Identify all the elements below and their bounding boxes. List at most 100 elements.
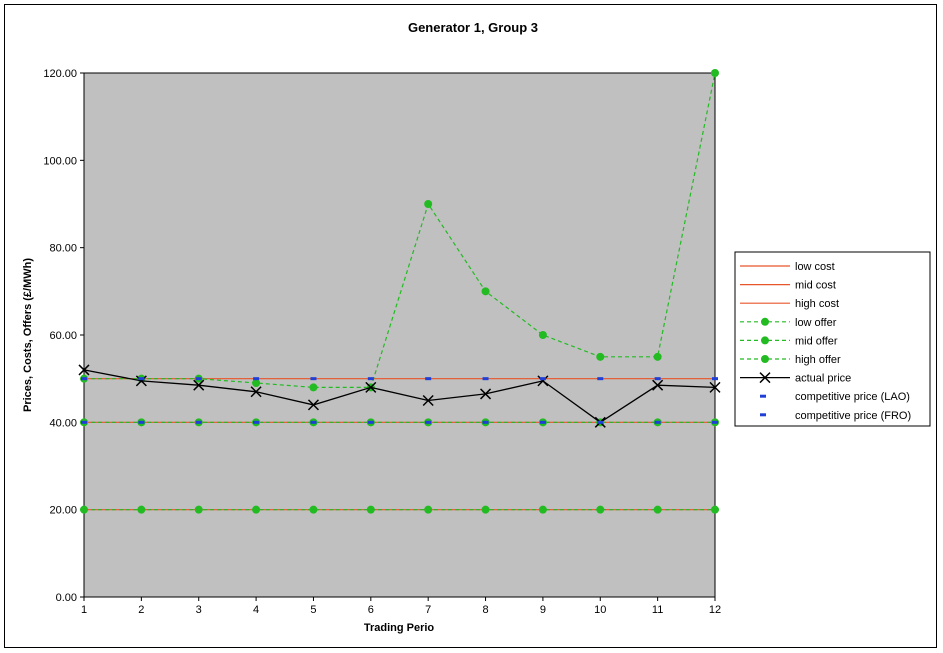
- data-point: [309, 383, 318, 392]
- y-tick-label: 0.00: [56, 592, 77, 604]
- data-point: [539, 377, 546, 381]
- legend-item: low cost: [740, 261, 835, 273]
- chart-frame: Generator 1, Group 3 0.00 20.00 40.00 60.00…: [4, 4, 937, 648]
- data-point: [712, 377, 718, 381]
- series-layer: [78, 69, 721, 514]
- legend-marker: [761, 336, 769, 345]
- data-point: [481, 287, 490, 296]
- chart-svg: Generator 1, Group 3 0.00 20.00 40.00 60.00…: [22, 20, 931, 634]
- data-point: [194, 505, 203, 514]
- data-point: [425, 420, 432, 424]
- data-point: [138, 377, 145, 381]
- y-tick-label: 60.00: [49, 330, 77, 342]
- y-tick-label: 40.00: [49, 417, 77, 429]
- data-point: [367, 420, 374, 424]
- data-point: [252, 379, 261, 388]
- data-point: [537, 375, 549, 387]
- data-point: [195, 420, 202, 424]
- data-point: [481, 505, 490, 514]
- legend-label: competitive price (FRO): [795, 410, 911, 422]
- y-tick-label: 100.00: [43, 155, 77, 167]
- data-point: [424, 200, 433, 208]
- legend-item: mid cost: [740, 280, 836, 292]
- series-5: [80, 69, 719, 392]
- data-point: [711, 505, 719, 514]
- data-point: [366, 505, 375, 514]
- series-line: [83, 369, 716, 424]
- data-point: [482, 377, 489, 381]
- x-tick-label: 11: [652, 604, 663, 616]
- x-tick-label: 5: [310, 604, 316, 616]
- chart-title: Generator 1, Group 3: [408, 20, 538, 35]
- x-tick-label: 9: [540, 604, 546, 616]
- data-point: [597, 420, 604, 424]
- data-point: [80, 505, 88, 514]
- data-point: [367, 377, 374, 381]
- data-point: [78, 364, 90, 376]
- data-point: [135, 375, 147, 387]
- legend-item: competitive price (LAO): [760, 391, 910, 403]
- data-point: [365, 381, 377, 393]
- data-point: [480, 388, 492, 400]
- data-point: [195, 377, 202, 381]
- x-tick-label: 10: [594, 604, 606, 616]
- y-tick-label: 80.00: [49, 243, 77, 255]
- series-line: [84, 72, 716, 388]
- legend-label: actual price: [795, 373, 851, 385]
- x-tick-label: 8: [482, 604, 488, 616]
- x-tick-label: 7: [425, 604, 431, 616]
- data-point: [138, 420, 145, 424]
- data-point: [310, 420, 317, 424]
- legend-label: mid cost: [795, 280, 836, 292]
- x-tick-label: 1: [81, 604, 87, 616]
- legend-label: mid offer: [795, 335, 838, 347]
- data-point: [712, 420, 718, 424]
- data-point: [81, 377, 87, 381]
- data-point: [597, 377, 604, 381]
- legend-item: mid offer: [740, 335, 838, 347]
- legend-swatch: [760, 413, 766, 417]
- data-point: [253, 420, 260, 424]
- y-tick-label: 20.00: [49, 505, 77, 517]
- plot-area: [83, 72, 716, 598]
- data-point: [482, 420, 489, 424]
- legend-label: competitive price (LAO): [795, 391, 910, 403]
- x-tick-label: 3: [196, 604, 202, 616]
- data-point: [310, 377, 317, 381]
- legend-marker: [759, 372, 771, 384]
- y-tick-label: 120.00: [43, 68, 77, 80]
- legend-item: low offer: [740, 317, 837, 329]
- data-point: [653, 352, 662, 361]
- data-point: [309, 505, 318, 514]
- legend-item: competitive price (FRO): [760, 410, 911, 422]
- legend: low cost mid cost high cost low offer mid of…: [734, 251, 931, 427]
- data-point: [654, 420, 661, 424]
- legend-swatch: [760, 394, 766, 398]
- x-axis: 1 2 3 4 5 6 7 8 9 10 11 12: [81, 597, 721, 616]
- series-7: [81, 377, 718, 381]
- data-point: [424, 505, 433, 514]
- x-tick-label: 4: [253, 604, 259, 616]
- legend-item: high offer: [740, 354, 841, 366]
- data-point: [538, 505, 547, 514]
- data-point: [711, 69, 719, 77]
- legend-label: low offer: [795, 317, 837, 329]
- x-axis-label: Trading Perio: [364, 622, 435, 634]
- x-tick-label: 6: [368, 604, 374, 616]
- series-3: [80, 505, 719, 514]
- data-point: [538, 331, 547, 339]
- data-point: [596, 352, 605, 361]
- legend-label: low cost: [795, 261, 835, 273]
- data-point: [137, 505, 146, 514]
- legend-label: high offer: [795, 354, 841, 366]
- data-point: [652, 379, 664, 391]
- data-point: [425, 377, 432, 381]
- data-point: [253, 377, 260, 381]
- legend-item: high cost: [740, 298, 839, 310]
- legend-items: low cost mid cost high cost low offer mid of…: [740, 261, 911, 422]
- data-point: [252, 505, 261, 514]
- data-point: [654, 377, 661, 381]
- data-point: [307, 399, 319, 411]
- data-point: [422, 394, 434, 407]
- data-point: [596, 505, 605, 514]
